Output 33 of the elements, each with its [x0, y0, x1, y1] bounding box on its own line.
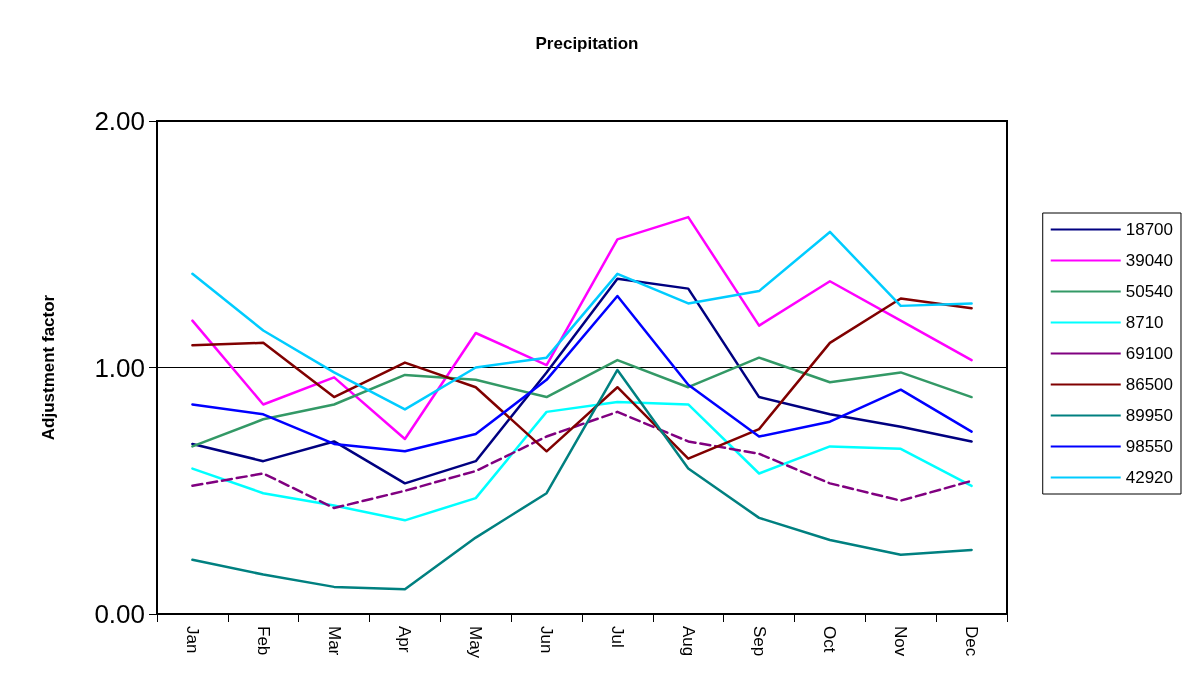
legend-label: 50540 [1125, 282, 1174, 301]
x-tick-label: Nov [891, 626, 911, 657]
legend-label: 39040 [1125, 251, 1174, 270]
x-tick-label: Jan [182, 626, 202, 654]
legend-label: 89950 [1125, 406, 1174, 425]
y-tick-label: 2.00 [94, 106, 145, 136]
x-tick-label: Dec [962, 626, 982, 657]
legend-label: 18700 [1125, 220, 1174, 239]
y-tick-label: 1.00 [94, 352, 145, 383]
line-series [191, 368, 973, 591]
x-tick-label: Apr [395, 626, 415, 653]
line-series [191, 356, 973, 448]
line-series [191, 410, 973, 510]
legend-label: 69100 [1125, 344, 1174, 363]
legend-label: 98550 [1125, 437, 1174, 456]
x-tick-label: Jul [607, 626, 627, 648]
line-series [191, 400, 973, 522]
legend-label: 8710 [1125, 313, 1164, 332]
x-tick-label: Aug [678, 626, 698, 657]
x-tick-label: Feb [253, 626, 273, 656]
y-axis-title: Adjustment factor [39, 294, 58, 441]
y-tick-label: 0.00 [94, 599, 145, 629]
x-tick-label: Mar [324, 626, 344, 656]
x-tick-label: Sep [749, 626, 769, 657]
chart-title: Precipitation [535, 34, 639, 53]
x-tick-label: Oct [820, 626, 840, 653]
legend-label: 42920 [1125, 468, 1174, 487]
line-series [191, 230, 973, 411]
line-series [191, 277, 973, 485]
x-tick-label: May [466, 626, 486, 659]
legend-label: 86500 [1125, 375, 1174, 394]
x-tick-label: Jun [537, 626, 557, 654]
line-series [191, 215, 973, 441]
